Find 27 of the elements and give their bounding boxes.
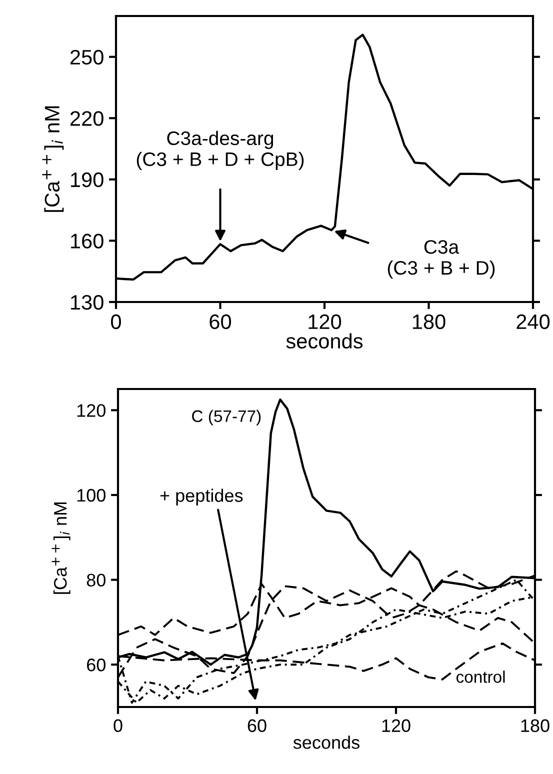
y-tick-label: 250 <box>70 50 104 65</box>
x-tick-label: 180 <box>412 314 446 330</box>
y-tick-label: 100 <box>77 488 106 502</box>
y-tick-label: 130 <box>71 295 104 310</box>
y-axis-title: [Ca$^{++}$]$_{i}$ nM <box>42 106 64 212</box>
series-label: C (57-77) <box>192 410 261 426</box>
x-tick-label: 240 <box>516 314 550 330</box>
y-tick-label: 160 <box>71 234 104 248</box>
annotation: C3a (C3 + B + D) <box>388 240 495 279</box>
x-tick-label: 0 <box>111 314 121 330</box>
x-tick-label: 180 <box>521 719 550 732</box>
x-axis-title: seconds <box>293 736 360 749</box>
x-axis-title: seconds <box>286 333 363 349</box>
y-tick-label: 220 <box>70 111 104 126</box>
x-tick-label: 120 <box>382 719 410 732</box>
y-tick-label: 80 <box>86 574 106 587</box>
x-tick-label: 120 <box>308 314 342 330</box>
y-axis-title: [Ca$^{++}$]$_{i}$ nM <box>52 502 70 594</box>
x-tick-label: 60 <box>248 719 266 732</box>
x-tick-label: 60 <box>210 314 232 330</box>
series-label: control <box>456 670 505 683</box>
y-tick-label: 190 <box>71 172 104 188</box>
x-tick-label: 0 <box>114 719 122 732</box>
annotation: + peptides <box>160 488 243 506</box>
y-tick-label: 60 <box>87 658 106 672</box>
annotation: C3a-des-arg (C3 + B + D + CpB) <box>136 130 304 170</box>
y-tick-label: 120 <box>77 404 106 417</box>
